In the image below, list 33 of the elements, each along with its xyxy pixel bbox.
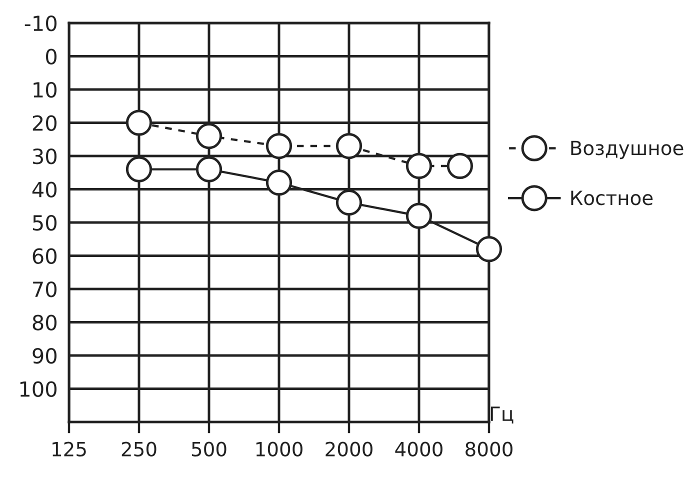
legend-label: Воздушное (571, 140, 684, 160)
point (266, 170, 292, 196)
y-tick-label: 90 (32, 348, 57, 364)
y-tick-label: 0 (46, 48, 57, 64)
point (336, 132, 362, 160)
x-tick-label: 4000 (395, 442, 442, 456)
point (406, 152, 432, 180)
y-tick-label: 40 (32, 182, 57, 198)
y-tick-label: 30 (32, 148, 57, 164)
x-tick-label: 1000 (256, 442, 302, 456)
y-tick-label: 70 (33, 281, 57, 298)
y-tick-label: 50 (32, 214, 57, 231)
y-tick-label: 80 (32, 314, 57, 330)
y-tick-label: -10 (24, 15, 57, 32)
x-tick-label: 500 (192, 442, 226, 456)
y-tick-label: 100 (20, 381, 57, 397)
y-tick-label: 20 (32, 115, 57, 131)
point (196, 122, 222, 150)
point (196, 156, 222, 182)
y-tick-label: 10 (34, 82, 57, 98)
point (336, 189, 362, 216)
x-axis-title: Гц (490, 406, 514, 424)
point (406, 202, 432, 229)
point (476, 236, 502, 262)
x-tick-label: 2000 (326, 442, 372, 456)
x-tick-label: 250 (122, 442, 156, 456)
point (126, 156, 152, 182)
x-tick-label: 8000 (466, 442, 512, 456)
x-tick-label: 125 (52, 442, 86, 456)
point (266, 132, 292, 160)
point (126, 110, 152, 136)
legend-label: Костное (571, 190, 653, 206)
y-tick-label: 60 (32, 248, 57, 264)
